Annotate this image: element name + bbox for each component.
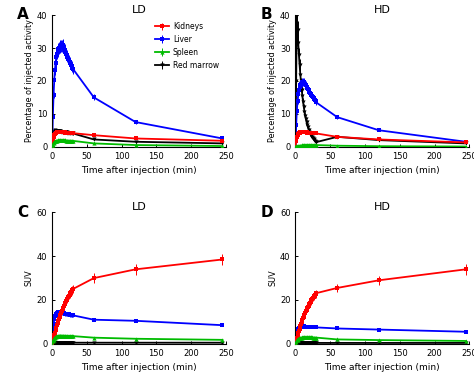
X-axis label: Time after injection (min): Time after injection (min)	[325, 166, 440, 175]
Title: LD: LD	[132, 202, 146, 212]
X-axis label: Time after injection (min): Time after injection (min)	[81, 166, 197, 175]
Y-axis label: Percentage of injected activity: Percentage of injected activity	[25, 19, 34, 142]
Text: C: C	[18, 204, 28, 220]
Title: HD: HD	[374, 5, 391, 15]
Y-axis label: Percentage of injected activity: Percentage of injected activity	[268, 19, 277, 142]
Y-axis label: SUV: SUV	[268, 270, 277, 286]
Title: LD: LD	[132, 5, 146, 15]
Title: HD: HD	[374, 202, 391, 212]
Legend: Kidneys, Liver, Spleen, Red marrow: Kidneys, Liver, Spleen, Red marrow	[152, 19, 222, 73]
X-axis label: Time after injection (min): Time after injection (min)	[325, 363, 440, 372]
Text: A: A	[18, 7, 29, 23]
Y-axis label: SUV: SUV	[25, 270, 34, 286]
Text: D: D	[261, 204, 273, 220]
Text: B: B	[261, 7, 273, 23]
X-axis label: Time after injection (min): Time after injection (min)	[81, 363, 197, 372]
